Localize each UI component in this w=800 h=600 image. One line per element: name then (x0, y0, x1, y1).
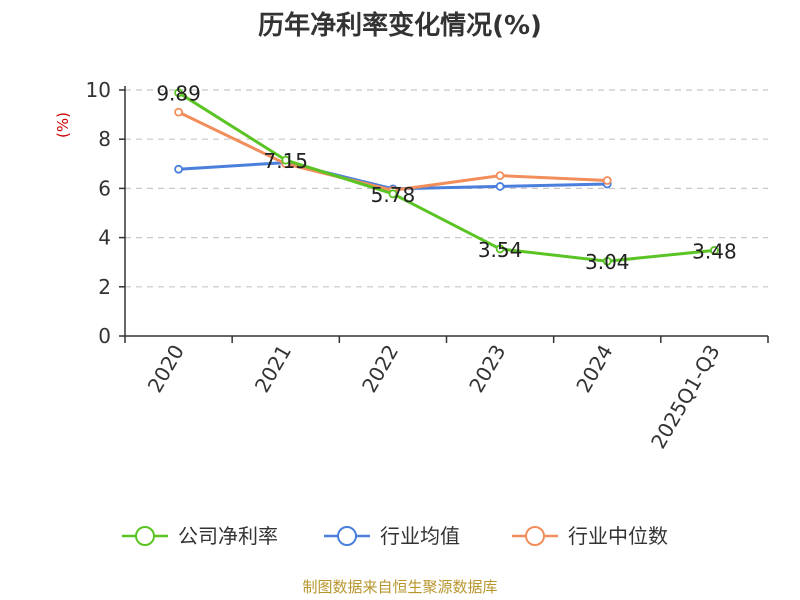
data-label: 3.04 (585, 250, 630, 274)
data-point[interactable] (174, 164, 183, 174)
data-point[interactable] (281, 155, 291, 165)
data-point[interactable] (710, 245, 719, 255)
x-tick-label: 2021 (250, 341, 296, 397)
data-label: 3.48 (692, 239, 737, 263)
legend-item[interactable]: 行业中位数 (512, 524, 668, 548)
x-tick-label: 2024 (571, 341, 617, 397)
y-tick-label: 0 (98, 324, 111, 348)
data-label: 9.89 (156, 82, 201, 106)
data-label: 3.54 (478, 238, 523, 262)
data-point[interactable] (495, 171, 505, 181)
y-tick-label: 10 (86, 78, 111, 102)
y-axis-unit-label: (%) (54, 112, 72, 138)
y-tick-label: 8 (98, 127, 111, 151)
series-0 (174, 88, 719, 266)
data-point[interactable] (495, 182, 505, 191)
legend-label: 行业中位数 (568, 524, 668, 548)
series-line (177, 91, 715, 263)
y-tick-label: 4 (98, 226, 111, 250)
legend-marker (337, 526, 357, 546)
x-tick-label: 2025Q1-Q3 (646, 341, 725, 453)
x-tick-label: 2020 (143, 341, 189, 397)
series-line (177, 110, 608, 192)
data-point[interactable] (388, 189, 398, 199)
data-point[interactable] (602, 176, 612, 185)
x-tick-label: 2023 (464, 341, 510, 397)
legend-item[interactable]: 公司净利率 (122, 524, 278, 548)
data-label: 5.78 (371, 183, 416, 207)
y-tick-label: 6 (98, 176, 111, 200)
legend[interactable]: 公司净利率 行业均值 行业中位数 (122, 524, 668, 548)
data-source-note: 制图数据来自恒生聚源数据库 (302, 578, 497, 596)
data-labels: 9.89 7.15 5.78 3.54 3.04 3.48 (156, 82, 736, 275)
series-lines (174, 88, 719, 266)
data-point[interactable] (495, 244, 505, 254)
legend-item[interactable]: 行业均值 (324, 524, 460, 548)
axes: 0 2 4 6 8 10 2020 2021 2022 2023 2024 2025Q1-Q3 (86, 78, 769, 453)
data-label: 7.15 (263, 149, 308, 173)
x-tick-label: 2022 (357, 341, 403, 397)
legend-label: 行业均值 (380, 524, 460, 548)
chart-title: 历年净利率变化情况(%) (258, 10, 542, 41)
data-point[interactable] (174, 107, 183, 117)
data-point[interactable] (174, 88, 183, 98)
series-2 (174, 107, 612, 195)
legend-marker (525, 526, 545, 546)
y-tick-label: 2 (98, 275, 111, 299)
data-point[interactable] (602, 256, 612, 266)
legend-marker (135, 526, 155, 546)
legend-label: 公司净利率 (178, 524, 278, 548)
